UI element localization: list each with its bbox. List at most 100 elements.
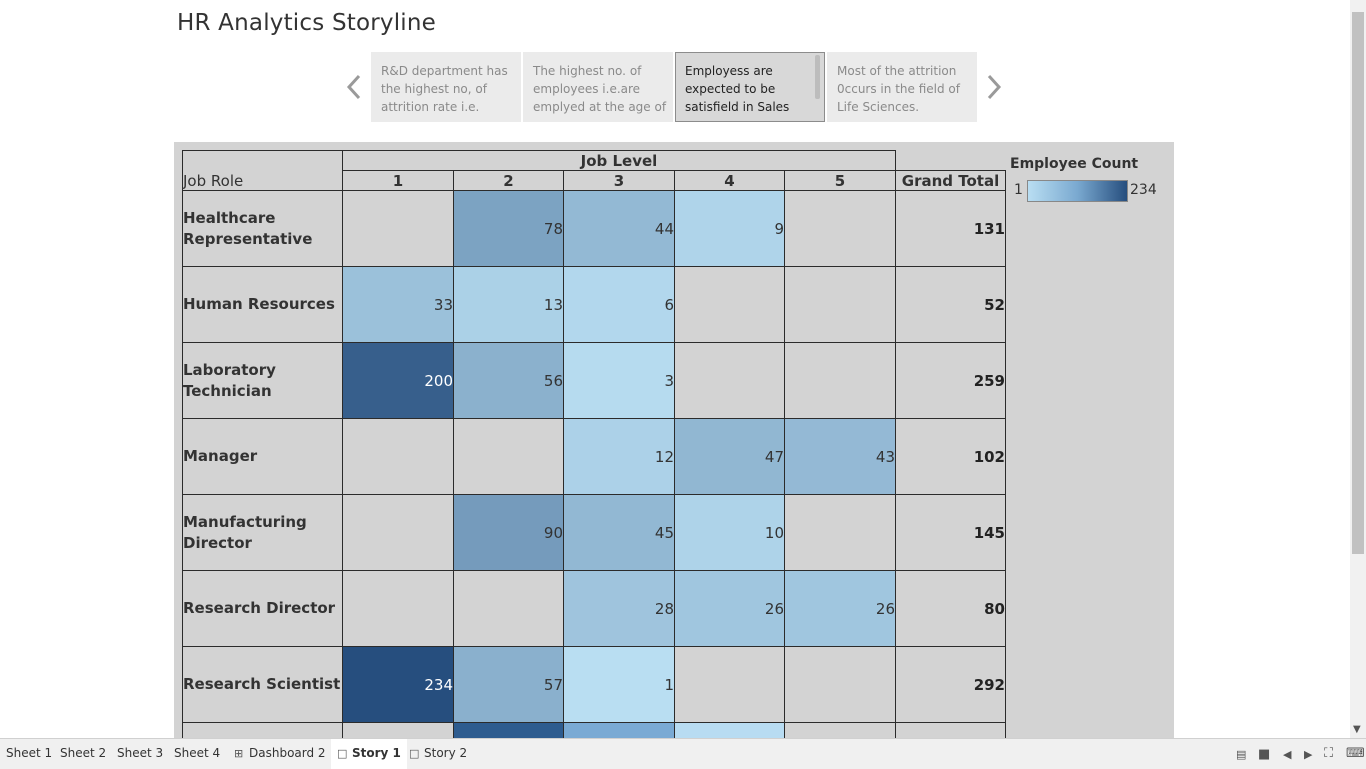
grand-total-cell[interactable]: 292 bbox=[895, 646, 1006, 723]
grand-total-cell[interactable]: 102 bbox=[895, 418, 1006, 495]
job-level-4-header: 4 bbox=[674, 170, 785, 191]
tab-sheet-4[interactable]: Sheet 4 bbox=[168, 739, 226, 769]
heatmap-cell[interactable]: 13 bbox=[453, 266, 564, 343]
grand-total-cell[interactable]: 80 bbox=[895, 570, 1006, 647]
next-story-point-arrow[interactable] bbox=[983, 70, 1005, 104]
tab-label: Sheet 4 bbox=[174, 746, 221, 760]
job-role-label[interactable]: Research Director bbox=[182, 570, 343, 647]
heatmap-cell[interactable]: 78 bbox=[453, 190, 564, 267]
grand-total-header: Grand Total bbox=[895, 170, 1006, 191]
heatmap-cell[interactable]: 45 bbox=[563, 494, 675, 571]
job-level-5-header: 5 bbox=[784, 170, 896, 191]
heatmap-cell[interactable] bbox=[784, 494, 896, 571]
heatmap-cell[interactable]: 6 bbox=[563, 266, 675, 343]
heatmap-cell[interactable] bbox=[342, 190, 454, 267]
story-point-1[interactable]: R&D department has the highest no, of at… bbox=[371, 52, 521, 122]
heatmap-cell[interactable] bbox=[674, 646, 785, 723]
table-row: Manager 12 47 43 102 bbox=[182, 418, 1006, 495]
table-row: Research Director 28 26 26 80 bbox=[182, 570, 1006, 647]
heatmap-cell[interactable]: 26 bbox=[674, 570, 785, 647]
heatmap-cell[interactable]: 33 bbox=[342, 266, 454, 343]
heatmap-cell[interactable]: 56 bbox=[453, 342, 564, 419]
heatmap-cell[interactable] bbox=[453, 570, 564, 647]
story-icon: □ bbox=[409, 747, 420, 760]
show-sheet-sorter-icon[interactable]: ▤ bbox=[1236, 748, 1247, 761]
chevron-left-icon bbox=[346, 74, 361, 100]
sheet-tab-bar: Sheet 1 Sheet 2 Sheet 3 Sheet 4 ⊞ Dashboard 2… bbox=[0, 738, 1366, 769]
tab-sheet-1[interactable]: Sheet 1 bbox=[0, 739, 58, 769]
heatmap-cell[interactable]: 47 bbox=[674, 418, 785, 495]
table-row: Healthcare Representative 78 44 9 131 bbox=[182, 190, 1006, 267]
story-point-3-active[interactable]: Employess are expected to be satisfield … bbox=[675, 52, 825, 122]
legend-max-label: 234 bbox=[1130, 182, 1157, 198]
heatmap-cell[interactable] bbox=[674, 342, 785, 419]
grand-total-cell[interactable]: 131 bbox=[895, 190, 1006, 267]
fullscreen-icon[interactable]: ⛶ bbox=[1324, 746, 1334, 761]
chevron-right-icon bbox=[987, 74, 1002, 100]
tab-label: Story 2 bbox=[424, 746, 468, 760]
scroll-down-icon[interactable]: ▼ bbox=[1353, 724, 1361, 735]
previous-story-point-arrow[interactable] bbox=[343, 70, 365, 104]
job-role-label[interactable]: Research Scientist bbox=[182, 646, 343, 723]
tab-dashboard-2[interactable]: ⊞ Dashboard 2 bbox=[228, 739, 332, 769]
job-role-label[interactable]: Manager bbox=[182, 418, 343, 495]
heatmap-cell[interactable] bbox=[342, 570, 454, 647]
heatmap-cell[interactable]: 90 bbox=[453, 494, 564, 571]
tab-story-2[interactable]: □ Story 2 bbox=[403, 739, 473, 769]
grand-total-cell[interactable]: 259 bbox=[895, 342, 1006, 419]
table-row: Laboratory Technician 200 56 3 259 bbox=[182, 342, 1006, 419]
heatmap-cell[interactable] bbox=[784, 342, 896, 419]
table-row: Manufacturing Director 90 45 10 145 bbox=[182, 494, 1006, 571]
legend-title: Employee Count bbox=[1010, 156, 1139, 172]
story-point-4[interactable]: Most of the attrition 0ccurs in the fiel… bbox=[827, 52, 977, 122]
presentation-mode-icon[interactable]: ⌨ bbox=[1346, 746, 1365, 761]
heatmap-cell[interactable] bbox=[674, 266, 785, 343]
tab-sheet-2[interactable]: Sheet 2 bbox=[54, 739, 112, 769]
previous-sheet-icon[interactable]: ◀ bbox=[1283, 748, 1292, 761]
heatmap-cell[interactable]: 28 bbox=[563, 570, 675, 647]
heatmap-cell[interactable]: 44 bbox=[563, 190, 675, 267]
grand-total-cell[interactable]: 52 bbox=[895, 266, 1006, 343]
heatmap-cell[interactable]: 1 bbox=[563, 646, 675, 723]
tab-label: Sheet 3 bbox=[117, 746, 164, 760]
heatmap-cell[interactable]: 26 bbox=[784, 570, 896, 647]
tab-sheet-3[interactable]: Sheet 3 bbox=[111, 739, 169, 769]
heatmap-cell[interactable]: 43 bbox=[784, 418, 896, 495]
story-title: HR Analytics Storyline bbox=[177, 10, 437, 36]
heatmap-cell[interactable]: 234 bbox=[342, 646, 454, 723]
job-role-label[interactable]: Manufacturing Director bbox=[182, 494, 343, 571]
dashboard-icon: ⊞ bbox=[234, 747, 244, 760]
heatmap-cell[interactable] bbox=[784, 266, 896, 343]
job-level-header: Job Level bbox=[342, 150, 896, 171]
heatmap-cell[interactable]: 9 bbox=[674, 190, 785, 267]
story-point-scrollbar[interactable] bbox=[815, 55, 820, 99]
job-level-1-header: 1 bbox=[342, 170, 454, 191]
story-point-2[interactable]: The highest no. of employees i.e.are emp… bbox=[523, 52, 673, 122]
tab-label: Sheet 2 bbox=[60, 746, 107, 760]
story-icon: □ bbox=[337, 747, 348, 760]
tab-label: Sheet 1 bbox=[6, 746, 53, 760]
job-level-3-header: 3 bbox=[563, 170, 675, 191]
job-role-header: Job Role bbox=[182, 150, 343, 191]
tab-story-1[interactable]: □ Story 1 bbox=[331, 739, 407, 769]
heatmap-cell[interactable]: 200 bbox=[342, 342, 454, 419]
next-sheet-icon[interactable]: ▶ bbox=[1304, 748, 1313, 761]
heatmap-cell[interactable] bbox=[784, 190, 896, 267]
vertical-scrollbar[interactable]: ▼ bbox=[1350, 0, 1366, 738]
heatmap-cell[interactable] bbox=[453, 418, 564, 495]
heatmap-cell[interactable] bbox=[784, 646, 896, 723]
employee-count-crosstab: Job Role Job Level 1 2 3 4 5 Grand Total Heal… bbox=[182, 150, 1006, 744]
heatmap-cell[interactable] bbox=[342, 494, 454, 571]
heatmap-cell[interactable]: 3 bbox=[563, 342, 675, 419]
job-role-label[interactable]: Human Resources bbox=[182, 266, 343, 343]
heatmap-cell[interactable]: 57 bbox=[453, 646, 564, 723]
show-tabs-icon[interactable]: ■ bbox=[1258, 747, 1271, 762]
heatmap-cell[interactable]: 12 bbox=[563, 418, 675, 495]
scrollbar-thumb[interactable] bbox=[1352, 12, 1364, 554]
job-role-label[interactable]: Laboratory Technician bbox=[182, 342, 343, 419]
heatmap-cell[interactable]: 10 bbox=[674, 494, 785, 571]
heatmap-cell[interactable] bbox=[342, 418, 454, 495]
tab-label: Story 1 bbox=[352, 746, 401, 760]
job-role-label[interactable]: Healthcare Representative bbox=[182, 190, 343, 267]
grand-total-cell[interactable]: 145 bbox=[895, 494, 1006, 571]
